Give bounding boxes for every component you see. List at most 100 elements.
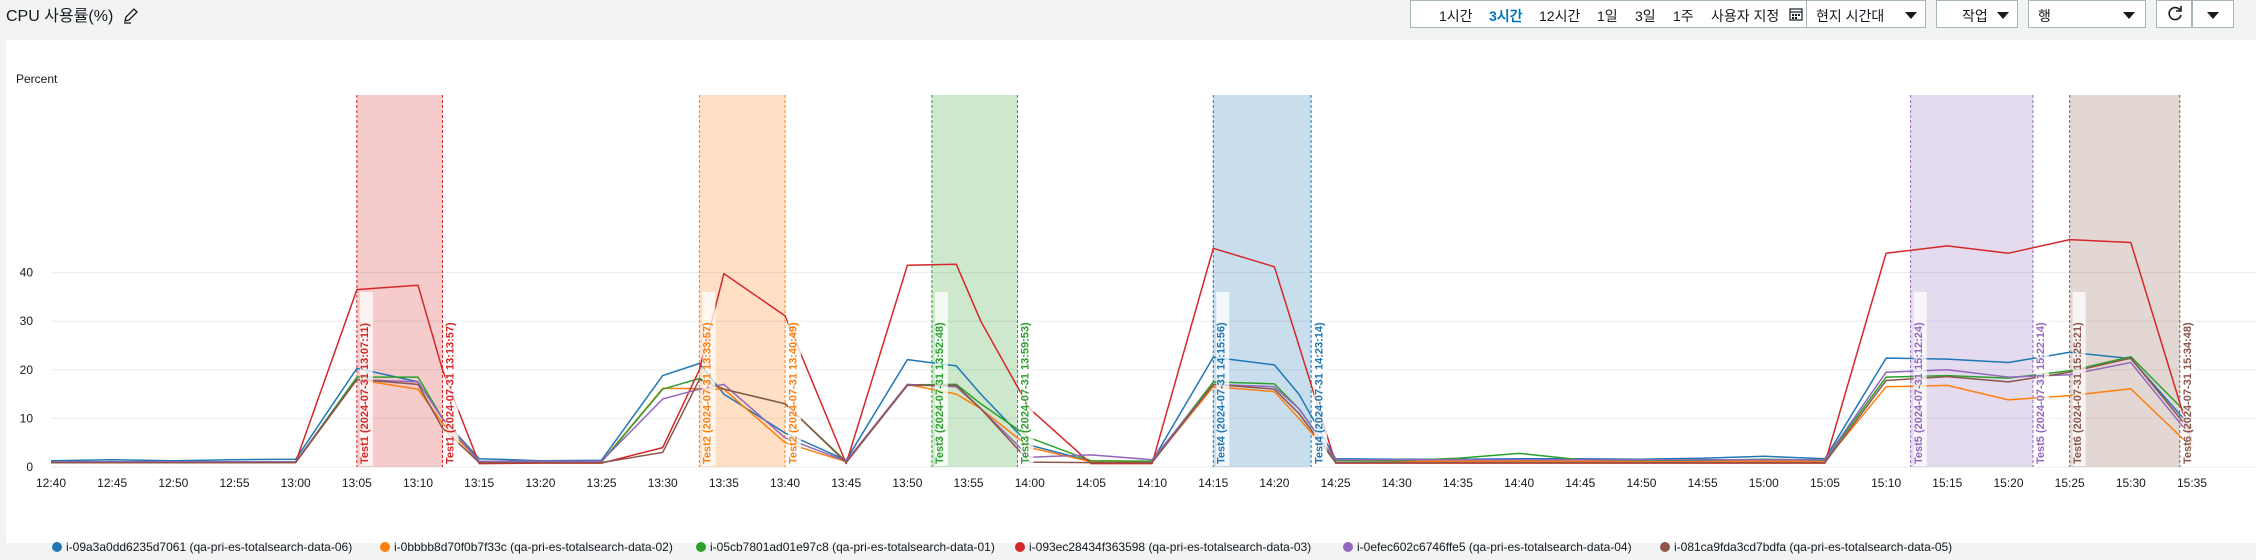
range-3d[interactable]: 3일 [1635,8,1656,24]
refresh-button[interactable] [2156,0,2192,28]
refresh-options-button[interactable] [2192,0,2234,28]
legend-color-swatch [52,542,62,552]
annotation-label-text: Test2 (2024-07-31 13:33:57) [702,322,714,464]
x-tick-label: 13:50 [892,476,922,490]
chevron-down-icon [1997,12,2009,19]
x-tick-label: 15:25 [2055,476,2085,490]
x-tick-label: 15:05 [1810,476,1840,490]
annotation-label-bg [445,291,459,466]
x-tick-label: 13:35 [709,476,739,490]
annotation-label-bg [1314,291,1328,466]
annotation-band [2069,95,2180,467]
chevron-down-icon [1905,12,1917,19]
calendar-icon[interactable] [1789,7,1803,21]
legend-item[interactable]: i-081ca9fda3cd7bdfa (qa-pri-es-totalsear… [1660,540,1952,554]
x-tick-label: 14:55 [1688,476,1718,490]
annotation-band [1910,95,2033,467]
x-tick-label: 14:25 [1321,476,1351,490]
legend-item[interactable]: i-05cb7801ad01e97c8 (qa-pri-es-totalsear… [696,540,995,554]
legend-color-swatch [696,542,706,552]
range-custom[interactable]: 사용자 지정 [1711,8,1780,24]
annotation-label: Test2 (2024-07-31 13:33:57) [702,291,716,466]
legend-label: i-0bbbb8d70f0b7f33c (qa-pri-es-totalsear… [394,540,673,554]
time-range-selector: 1시간 3시간 12시간 1일 3일 1주 사용자 지정 [1410,0,1808,28]
range-12h[interactable]: 12시간 [1539,8,1581,24]
edit-pencil-icon[interactable] [122,7,140,25]
annotation-label: Test2 (2024-07-31 13:40:49) [787,291,802,466]
annotation-label: Test4 (2024-07-31 14:23:14) [1313,291,1328,466]
annotation-label: Test1 (2024-07-31 13:13:57) [445,291,459,466]
legend-label: i-0efec602c6746ffe5 (qa-pri-es-totalsear… [1357,540,1632,554]
series-line [51,357,2193,464]
legend-color-swatch [1343,542,1353,552]
annotation-label: Test1 (2024-07-31 13:07:11) [359,291,373,466]
legend-label: i-05cb7801ad01e97c8 (qa-pri-es-totalsear… [710,540,995,554]
x-tick-label: 13:00 [281,476,311,490]
y-tick-label: 20 [20,363,34,377]
annotation-label: Test6 (2024-07-31 15:25:21) [2072,291,2086,466]
x-tick-label: 14:30 [1382,476,1412,490]
legend-item[interactable]: i-09a3a0dd6235d7061 (qa-pri-es-totalsear… [52,540,352,554]
annotation-label-text: Test3 (2024-07-31 13:59:53) [1020,322,1032,464]
x-tick-label: 12:55 [219,476,249,490]
view-label: 행 [2038,8,2051,24]
annotation-label-text: Test5 (2024-07-31 15:22:14) [2035,322,2047,464]
legend-color-swatch [1660,542,1670,552]
x-tick-label: 14:45 [1565,476,1595,490]
x-tick-label: 13:45 [831,476,861,490]
x-tick-label: 15:00 [1749,476,1779,490]
chevron-down-icon [2123,12,2135,19]
x-tick-label: 13:20 [525,476,555,490]
legend-label: i-09a3a0dd6235d7061 (qa-pri-es-totalsear… [66,540,353,554]
annotation-label-bg [1913,291,1927,466]
range-3h[interactable]: 3시간 [1489,8,1523,24]
x-tick-label: 15:30 [2116,476,2146,490]
annotation-label-bg [1020,291,1034,466]
legend-item[interactable]: i-0bbbb8d70f0b7f33c (qa-pri-es-totalsear… [380,540,673,554]
annotation-label: Test6 (2024-07-31 15:34:48) [2182,291,2196,466]
x-tick-label: 13:30 [648,476,678,490]
chart-panel: Percent 0 10 20 30 40 Test1 (2024-07-31 13:07:… [6,40,2256,554]
annotation-label-text: Test5 (2024-07-31 15:12:24) [1913,322,1925,464]
annotation-label-text: Test2 (2024-07-31 13:40:49) [787,322,799,464]
annotation-label-text: Test3 (2024-07-31 13:52:48) [934,322,946,464]
x-tick-label: 15:10 [1871,476,1901,490]
range-1w[interactable]: 1주 [1673,8,1694,24]
y-axis-label: Percent [16,72,58,86]
view-dropdown[interactable]: 행 [2028,0,2146,28]
timezone-dropdown[interactable]: 현지 시간대 [1806,0,1926,28]
actions-dropdown[interactable]: 작업 [1936,0,2018,28]
annotation-label-text: Test4 (2024-07-31 14:23:14) [1313,322,1325,464]
x-tick-label: 14:35 [1443,476,1473,490]
actions-label: 작업 [1962,8,1988,24]
annotation-label-bg [1216,291,1230,466]
x-tick-label: 14:10 [1137,476,1167,490]
widget-header: CPU 사용률(%) 1시간 3시간 12시간 1일 3일 1주 사용자 지정 [0,0,2256,40]
x-tick-label: 13:25 [587,476,617,490]
y-tick-label: 40 [20,266,34,280]
y-tick-label: 10 [20,411,34,425]
x-tick-label: 13:55 [954,476,984,490]
annotation-label: Test5 (2024-07-31 15:22:14) [2035,291,2049,466]
x-tick-label: 15:35 [2177,476,2207,490]
x-tick-label: 15:15 [1932,476,1962,490]
x-tick-label: 15:20 [1993,476,2023,490]
legend-item[interactable]: i-093ec28434f363598 (qa-pri-es-totalsear… [1015,540,1311,554]
range-1h[interactable]: 1시간 [1439,8,1473,24]
x-tick-label: 14:40 [1504,476,1534,490]
annotation-label: Test5 (2024-07-31 15:12:24) [1913,291,1927,466]
x-tick-label: 12:45 [97,476,127,490]
annotation-label-text: Test4 (2024-07-31 14:15:56) [1215,322,1227,464]
cpu-line-chart: Percent 0 10 20 30 40 Test1 (2024-07-31 13:07:… [16,72,2256,490]
x-tick-label: 13:10 [403,476,433,490]
y-tick-label: 0 [26,460,33,474]
legend-item[interactable]: i-0efec602c6746ffe5 (qa-pri-es-totalsear… [1343,540,1632,554]
x-tick-label: 14:50 [1626,476,1656,490]
range-1d[interactable]: 1일 [1597,8,1618,24]
x-tick-label: 12:50 [158,476,188,490]
annotation-label-text: Test6 (2024-07-31 15:34:48) [2182,322,2194,464]
x-tick-label: 14:20 [1259,476,1289,490]
widget-title: CPU 사용률(%) [6,8,114,25]
legend-color-swatch [1015,542,1025,552]
annotation-label: Test3 (2024-07-31 13:59:53) [1020,291,1034,466]
